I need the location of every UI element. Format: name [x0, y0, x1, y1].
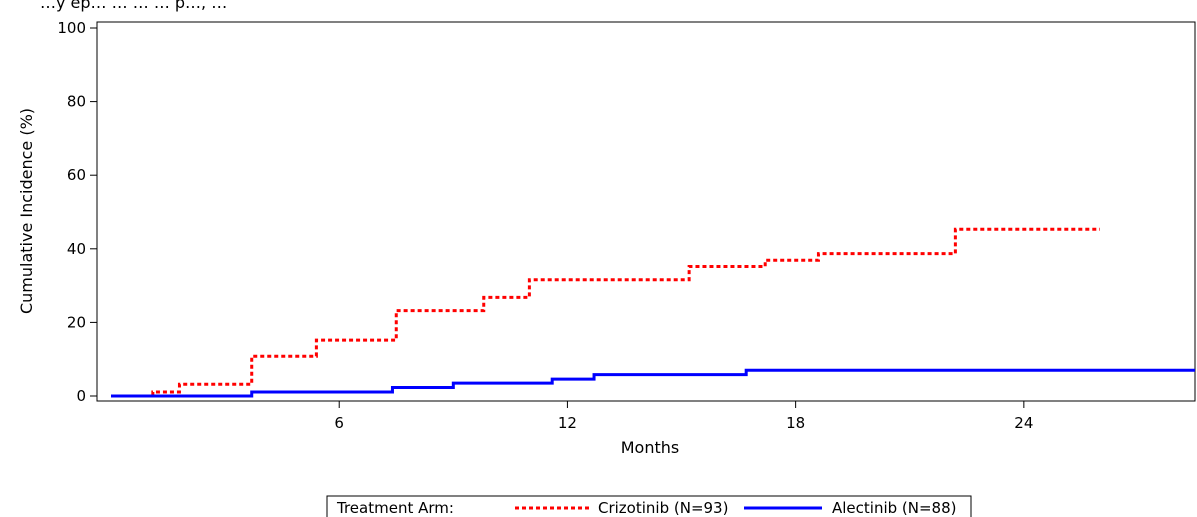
- y-axis-title: Cumulative Incidence (%): [17, 108, 36, 314]
- x-tick-label: 24: [1014, 414, 1033, 432]
- series-line-0: [111, 227, 1100, 398]
- y-tick-label: 40: [67, 240, 86, 258]
- y-tick-label: 80: [67, 93, 86, 111]
- series-line-1: [111, 368, 1195, 398]
- y-tick-label: 60: [67, 166, 86, 184]
- series-layer: [111, 227, 1195, 398]
- x-tick-label: 12: [558, 414, 577, 432]
- legend-heading: Treatment Arm:: [336, 499, 454, 517]
- y-tick-label: 20: [67, 313, 86, 331]
- x-tick-label: 6: [334, 414, 344, 432]
- chart-title-fragment: …y ep… … … … p…, …: [40, 0, 227, 12]
- axis-ticks: [90, 27, 1025, 408]
- legend: Treatment Arm: Crizotinib (N=93) Alectin…: [326, 495, 972, 517]
- y-tick-label: 100: [57, 19, 86, 37]
- legend-box: [326, 495, 972, 517]
- tick-labels: 0 20 40 60 80 100 6 12 18 24: [57, 19, 1033, 432]
- legend-label-alectinib: Alectinib (N=88): [832, 499, 957, 517]
- legend-label-crizotinib: Crizotinib (N=93): [598, 499, 728, 517]
- y-tick-label: 0: [76, 387, 86, 405]
- x-axis-title: Months: [621, 438, 679, 457]
- x-tick-label: 18: [786, 414, 805, 432]
- plot-area: [96, 21, 1196, 402]
